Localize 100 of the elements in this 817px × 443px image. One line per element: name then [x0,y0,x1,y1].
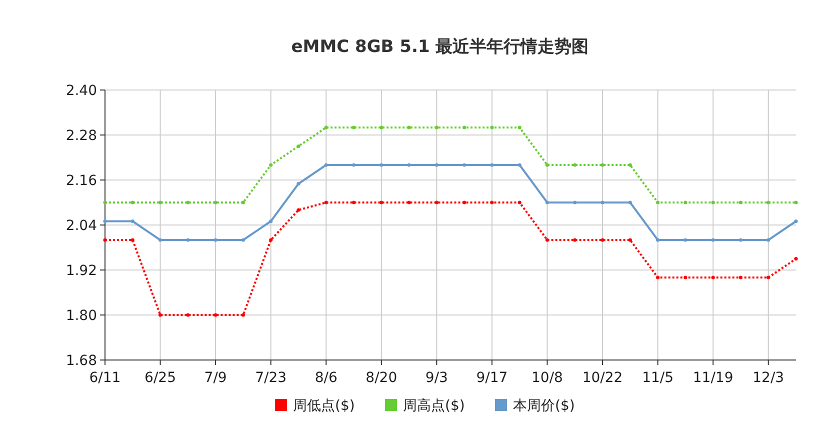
point [324,163,328,167]
y-tick-label: 2.40 [66,83,97,99]
legend-label: 本周价($) [513,398,575,414]
point [490,200,494,204]
point [656,238,660,242]
point [766,200,770,204]
point [518,126,522,130]
point [490,163,494,167]
point [296,208,300,212]
chart-title: eMMC 8GB 5.1 最近半年行情走势图 [291,37,589,57]
point [103,200,107,204]
point [600,163,604,167]
legend-label: 周高点($) [403,398,465,414]
point [407,126,411,130]
point [103,238,107,242]
point [158,200,162,204]
point [241,200,245,204]
point [656,276,660,280]
point [214,238,218,242]
point [130,200,134,204]
x-tick-label: 9/3 [425,370,448,386]
y-tick-label: 1.92 [66,263,97,279]
point [241,238,245,242]
point [158,313,162,317]
point [628,163,632,167]
point [186,238,190,242]
y-tick-label: 2.04 [66,218,98,234]
point [130,219,134,224]
y-tick-label: 1.68 [66,353,97,369]
legend-label: 周低点($) [293,398,355,414]
point [794,219,798,224]
x-tick-label: 7/9 [204,370,227,386]
point [462,200,466,204]
point [352,126,356,130]
y-tick-label: 2.28 [66,128,97,144]
point [296,182,300,186]
point [186,200,190,204]
point [434,126,438,130]
x-tick-label: 11/5 [642,370,674,386]
point [738,238,743,242]
point [628,238,632,242]
x-tick-label: 8/20 [366,370,398,386]
x-tick-label: 8/6 [314,370,338,386]
point [573,238,577,242]
x-tick-label: 11/19 [692,370,734,386]
x-tick-label: 9/17 [476,370,508,386]
y-tick-label: 1.80 [66,308,97,324]
x-tick-label: 6/25 [144,370,176,386]
point [352,200,356,204]
point [380,163,384,167]
x-tick-label: 10/8 [532,370,563,386]
point [462,126,466,130]
point [214,200,218,204]
point [380,200,384,204]
point [186,313,190,317]
point [269,219,273,224]
point [434,200,438,204]
point [573,200,577,204]
point [352,163,356,167]
point [434,163,438,167]
point [738,276,743,280]
point [324,126,328,130]
point [573,163,577,167]
point [628,200,632,204]
x-tick-label: 12/3 [752,370,784,386]
point [269,238,273,242]
point [600,200,604,204]
point [684,200,688,204]
point [518,200,522,204]
point [407,200,411,204]
point [600,238,604,242]
point [462,163,466,167]
point [407,163,411,167]
point [324,200,328,204]
point [103,219,107,224]
point [214,313,218,317]
point [545,163,550,167]
point [794,200,798,204]
point [738,200,743,204]
point [684,276,688,280]
x-tick-label: 10/22 [582,370,623,386]
point [269,163,273,167]
point [490,126,494,130]
point [656,200,660,204]
point [711,238,715,242]
point [518,163,522,167]
point [711,200,715,204]
point [241,313,245,317]
point [296,144,300,148]
point [545,200,550,204]
point [766,238,770,242]
point [711,276,715,280]
point [380,126,384,130]
point [158,238,162,242]
point [545,238,550,242]
x-tick-label: 6/11 [89,370,121,386]
point [766,276,770,280]
point [794,256,798,261]
point [684,238,688,242]
x-tick-label: 7/23 [255,370,287,386]
